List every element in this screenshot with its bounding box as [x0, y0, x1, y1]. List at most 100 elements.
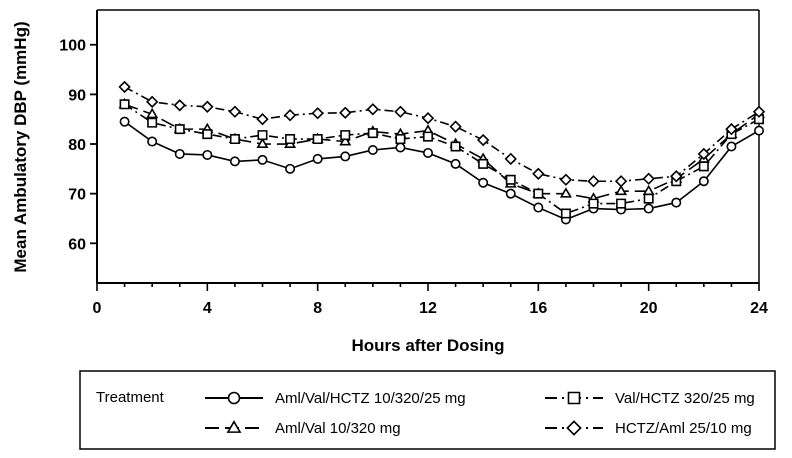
data-point-square [643, 193, 654, 204]
x-tick-label: 0 [93, 300, 102, 317]
data-point-square [340, 130, 351, 141]
data-point-square [285, 134, 296, 145]
data-point-circle [505, 188, 516, 199]
data-point-circle [450, 158, 461, 169]
data-point-circle [698, 176, 709, 187]
data-point-square [229, 134, 240, 145]
data-point-triangle [559, 187, 572, 198]
data-point-diamond [725, 122, 738, 136]
plot-area: 60 70 80 90 100 0 4 8 12 16 20 24 [59, 9, 768, 317]
series-line-triangle [124, 103, 760, 200]
y-axis-title: Mean Ambulatory DBP (mmHg) [11, 21, 30, 272]
legend-label: Val/HCTZ 320/25 mg [615, 390, 755, 407]
data-point-triangle [615, 184, 628, 196]
y-tick-label: 60 [68, 236, 86, 253]
data-point-circle [147, 136, 158, 147]
data-point-circle [340, 151, 351, 162]
x-tick-label: 16 [529, 300, 547, 317]
legend-item-triangle: Aml/Val 10/320 mg [205, 420, 401, 437]
data-point-circle [643, 203, 654, 214]
data-point-square [312, 134, 323, 145]
data-point-square [505, 174, 516, 185]
legend-title: Treatment [96, 389, 165, 406]
x-tick-label: 8 [313, 300, 322, 317]
data-point-diamond [476, 133, 490, 147]
data-point-triangle [256, 137, 269, 148]
data-point-circle [671, 197, 682, 208]
y-tick-label: 90 [68, 87, 86, 104]
data-point-square [202, 129, 213, 140]
data-point-diamond [118, 80, 131, 94]
data-point-circle [422, 147, 433, 158]
data-point-square [367, 128, 378, 139]
legend-marker-triangle [226, 420, 242, 433]
data-point-circle [285, 163, 296, 174]
data-point-diamond [256, 113, 269, 126]
data-point-triangle [642, 184, 655, 196]
data-point-diamond [532, 167, 545, 180]
data-point-square [147, 117, 158, 128]
data-point-diamond [670, 170, 683, 183]
legend-item-diamond: HCTZ/Aml 25/10 mg [545, 420, 752, 437]
data-point-diamond [311, 107, 324, 120]
y-tick-label: 80 [68, 137, 86, 154]
data-point-square [450, 141, 461, 152]
legend-label: Aml/Val/HCTZ 10/320/25 mg [275, 390, 466, 407]
data-point-circle [367, 144, 378, 155]
data-point-square [257, 130, 268, 141]
legend-marker-square [567, 391, 581, 405]
data-point-square [698, 161, 709, 172]
data-point-square [422, 131, 434, 142]
y-tick-label: 100 [59, 38, 86, 55]
y-ticks: 60 70 80 90 100 [59, 38, 97, 253]
series-line-square [124, 103, 760, 215]
x-tick-label: 12 [419, 300, 437, 317]
data-point-diamond [173, 99, 186, 112]
data-point-square [560, 208, 571, 219]
data-point-square [478, 158, 489, 169]
data-point-square [616, 198, 627, 209]
legend-marker-diamond [566, 420, 582, 436]
x-axis-title: Hours after Dosing [351, 336, 504, 355]
x-tick-label: 20 [640, 300, 658, 317]
data-point-diamond [283, 109, 297, 122]
data-point-triangle [339, 135, 352, 146]
data-point-diamond [421, 112, 435, 125]
data-point-diamond [449, 120, 462, 133]
data-point-square [395, 134, 406, 145]
data-point-square [588, 198, 599, 209]
data-point-square [119, 99, 130, 110]
legend-item-square: Val/HCTZ 320/25 mg [545, 390, 755, 407]
data-point-diamond [587, 175, 600, 188]
series-line-diamond [124, 86, 760, 183]
series-layer [118, 80, 766, 225]
data-point-diamond [366, 103, 380, 116]
data-point-circle [174, 148, 185, 159]
x-tick-label: 24 [750, 300, 768, 317]
data-point-diamond [339, 106, 352, 119]
data-point-circle [312, 153, 323, 164]
x-ticks: 0 4 8 12 16 20 24 [93, 283, 768, 317]
data-point-diamond [642, 172, 655, 185]
data-point-circle [478, 177, 489, 188]
legend-item-circle: Aml/Val/HCTZ 10/320/25 mg [205, 390, 466, 407]
data-point-diamond [697, 147, 711, 161]
data-point-circle [533, 202, 544, 213]
data-point-square [174, 124, 185, 135]
legend: Treatment Aml/Val/HCTZ 10/320/25 mgAml/V… [79, 370, 776, 450]
data-point-circle [229, 156, 240, 167]
data-point-diamond [559, 173, 573, 186]
y-tick-label: 70 [68, 187, 86, 204]
x-tick-label: 4 [203, 300, 212, 317]
data-point-diamond [228, 105, 242, 118]
legend-items: Aml/Val/HCTZ 10/320/25 mg Aml/Val 10/320 … [205, 390, 755, 437]
legend-label: Aml/Val 10/320 mg [275, 420, 401, 437]
legend-box [79, 370, 776, 450]
data-point-circle [726, 141, 737, 152]
data-point-diamond [394, 105, 407, 118]
legend-label: HCTZ/Aml 25/10 mg [615, 420, 752, 437]
data-point-diamond [201, 100, 214, 113]
data-point-diamond [752, 105, 766, 118]
data-point-circle [753, 125, 764, 136]
